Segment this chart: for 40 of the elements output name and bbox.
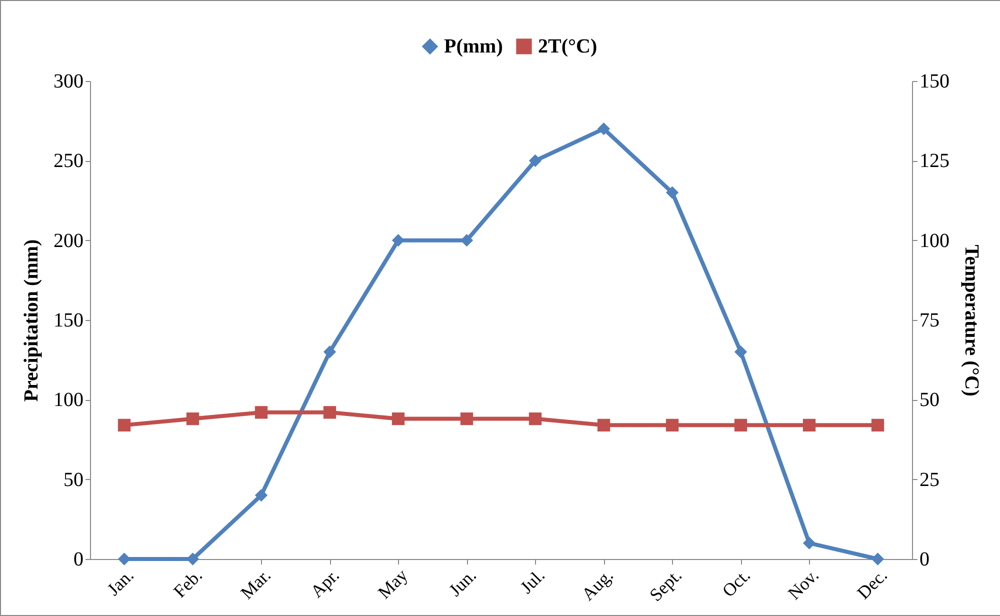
x-tick-label: Mar.: [236, 565, 274, 603]
y-tick-label: 150: [54, 310, 84, 332]
point: [802, 536, 816, 550]
x-tick-label: Nov.: [784, 565, 822, 604]
x-tick-label: Apr.: [306, 565, 343, 602]
x-tick-label: Jul.: [516, 565, 548, 598]
y-axis-title: Precipitation (mm): [20, 239, 42, 402]
y-tick-label: 200: [54, 230, 84, 252]
point: [666, 186, 679, 199]
y2-tick-label: 50: [920, 389, 940, 412]
y2-tick-label: 100: [920, 230, 950, 252]
y2-tick-label: 25: [920, 468, 940, 491]
point: [597, 122, 610, 136]
legend-label: P(mm): [444, 35, 503, 58]
y-tick-label: 50: [64, 468, 84, 491]
x-tick-label: Dec.: [853, 565, 891, 603]
y-tick-label: 0: [74, 548, 84, 570]
y2-tick-label: 150: [920, 70, 950, 92]
y-tick-label: 300: [54, 70, 84, 92]
point: [323, 346, 336, 358]
x-tick-label: May: [374, 565, 412, 603]
y2-tick-label: 125: [920, 150, 950, 172]
x-tick-label: Sept.: [646, 565, 686, 606]
x-tick-label: Aug.: [578, 565, 617, 604]
point: [254, 488, 268, 502]
y2-tick-label: 75: [920, 310, 940, 332]
x-tick-label: Jan.: [103, 565, 138, 600]
point: [734, 346, 748, 358]
x-tick-label: Oct.: [718, 565, 754, 601]
x-tick-label: Jun.: [444, 565, 480, 600]
point: [871, 552, 884, 566]
y-tick-label: 100: [54, 389, 84, 412]
y2-tick-label: 0: [920, 548, 930, 570]
point: [392, 234, 405, 247]
x-tick-label: Feb.: [170, 565, 206, 602]
legend-label: 2T(°C): [538, 35, 598, 58]
y2-axis-title: Temperature (°C): [960, 244, 982, 396]
point: [460, 234, 474, 247]
y-tick-label: 250: [54, 150, 84, 172]
point: [528, 154, 542, 167]
